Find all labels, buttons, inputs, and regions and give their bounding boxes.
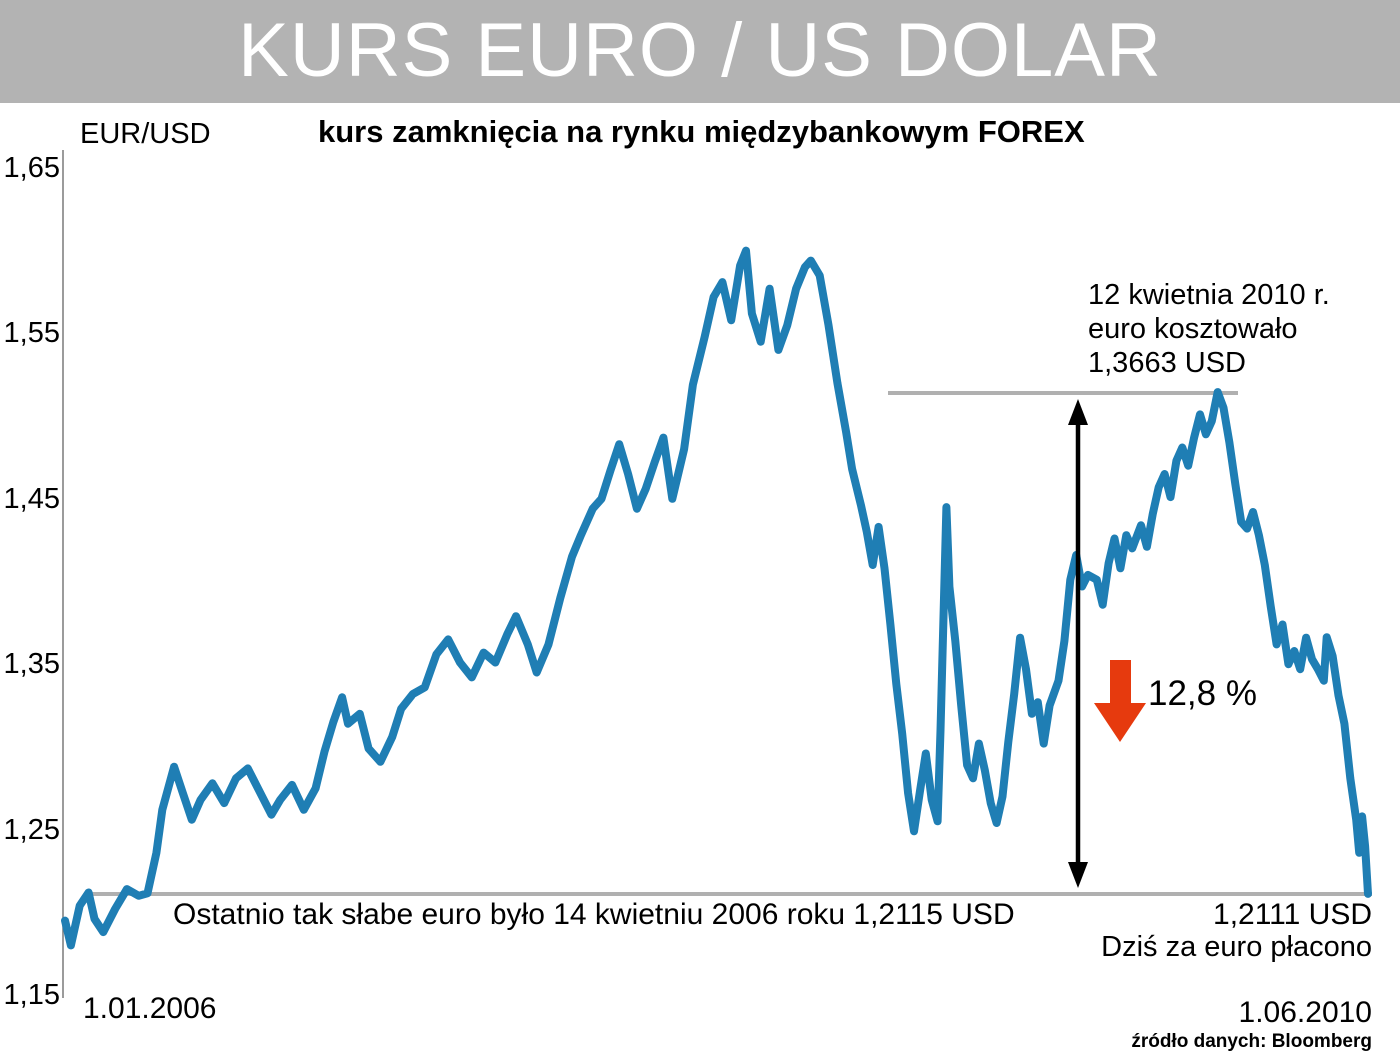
red-drop-arrow-icon	[1094, 660, 1146, 742]
y-axis-unit-label: EUR/USD	[80, 118, 211, 150]
y-tick-135: 1,35	[3, 648, 60, 680]
range-arrow-down-head-icon	[1068, 861, 1088, 888]
current-value-caption: Dziś za euro płacono	[1101, 931, 1372, 963]
page-title: KURS EURO / US DOLAR	[238, 8, 1162, 93]
peak-annotation: 12 kwietnia 2010 r. euro kosztowało 1,36…	[1088, 278, 1330, 380]
title-banner: KURS EURO / US DOLAR	[0, 0, 1400, 103]
chart-subtitle: kurs zamknięcia na rynku międzybankowym …	[318, 114, 1085, 149]
y-tick-115: 1,15	[3, 979, 60, 1011]
y-tick-165: 1,65	[3, 152, 60, 184]
peak-annotation-date: 12 kwietnia 2010 r.	[1088, 279, 1330, 311]
drop-percent-label: 12,8 %	[1148, 674, 1257, 713]
peak-annotation-text: euro kosztowało	[1088, 313, 1298, 345]
x-axis-end-label: 1.06.2010	[1238, 996, 1372, 1029]
peak-annotation-value: 1,3663 USD	[1088, 347, 1246, 379]
low-2006-annotation: Ostatnio tak słabe euro było 14 kwietniu…	[173, 898, 1015, 931]
current-value-label: 1,2111 USD	[1213, 898, 1372, 931]
y-tick-145: 1,45	[3, 483, 60, 515]
range-arrow-up-head-icon	[1068, 398, 1088, 425]
x-axis-start-label: 1.01.2006	[83, 992, 217, 1025]
eurusd-price-line	[61, 246, 1372, 950]
data-source-label: źródło danych: Bloomberg	[1131, 1031, 1372, 1052]
y-tick-125: 1,25	[3, 814, 60, 846]
y-tick-155: 1,55	[3, 317, 60, 349]
